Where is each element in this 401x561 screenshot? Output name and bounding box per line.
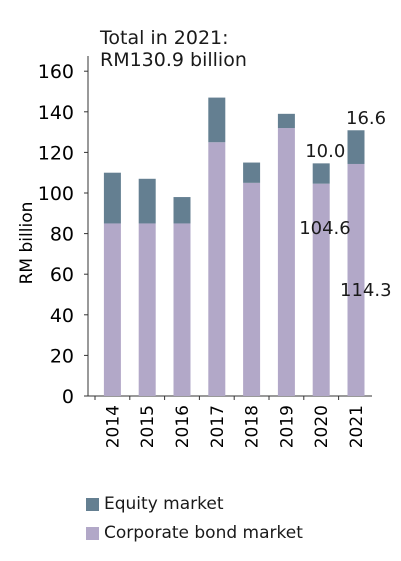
y-tick-label: 80 (50, 224, 74, 246)
bar-equity-2016 (173, 197, 191, 224)
x-tick-label-2019: 2019 (277, 405, 297, 448)
x-tick-label-2014: 2014 (103, 405, 123, 448)
equity-swatch (86, 497, 99, 511)
bond-swatch (86, 526, 99, 540)
bar-bond-2019 (277, 128, 295, 397)
legend-item-equity: Equity market (86, 494, 224, 514)
bar-bond-2015 (138, 223, 156, 396)
x-tick-label-2018: 2018 (243, 405, 263, 448)
bar-bond-2017 (208, 142, 226, 396)
x-tick-label-2016: 2016 (173, 405, 193, 448)
y-tick-label: 140 (38, 102, 74, 124)
bar-equity-2015 (138, 178, 156, 224)
bar-bond-2021 (347, 163, 365, 396)
x-tick-label-2017: 2017 (208, 405, 228, 448)
y-tick-label: 100 (38, 183, 74, 205)
y-tick-label: 0 (62, 386, 74, 408)
y-tick-label: 60 (50, 264, 74, 286)
x-tick-label-2020: 2020 (312, 405, 332, 448)
y-tick-label: 160 (38, 61, 74, 83)
data-label-2021-bond: 114.3 (340, 280, 392, 301)
bar-bond-2016 (173, 223, 191, 396)
bar-equity-2014 (103, 172, 121, 224)
bar-equity-2019 (277, 113, 295, 129)
annotation-line-1: Total in 2021: (100, 27, 229, 49)
chart-annotation: Total in 2021: RM130.9 billion (100, 27, 247, 71)
y-tick-label: 120 (38, 142, 74, 164)
legend-item-bond: Corporate bond market (86, 523, 303, 543)
bar-bond-2018 (243, 182, 261, 396)
data-label-2020-equity: 10.0 (305, 141, 345, 162)
bar-equity-2021 (347, 130, 365, 164)
y-tick-label: 20 (50, 345, 74, 367)
x-tick-label-2021: 2021 (347, 405, 367, 448)
bar-bond-2020 (312, 183, 330, 396)
bar-bond-2014 (103, 223, 121, 396)
y-axis-label: RM billion (17, 202, 37, 285)
legend-label-bond: Corporate bond market (104, 523, 303, 543)
y-tick-label: 40 (50, 305, 74, 327)
bar-equity-2020 (312, 163, 330, 184)
bar-equity-2018 (243, 162, 261, 183)
legend-label-equity: Equity market (104, 494, 224, 514)
x-tick-label-2015: 2015 (138, 405, 158, 448)
data-label-2020-bond: 104.6 (299, 218, 351, 239)
data-label-2021-equity: 16.6 (346, 108, 386, 129)
annotation-line-2: RM130.9 billion (100, 49, 247, 71)
bar-equity-2017 (208, 97, 226, 143)
